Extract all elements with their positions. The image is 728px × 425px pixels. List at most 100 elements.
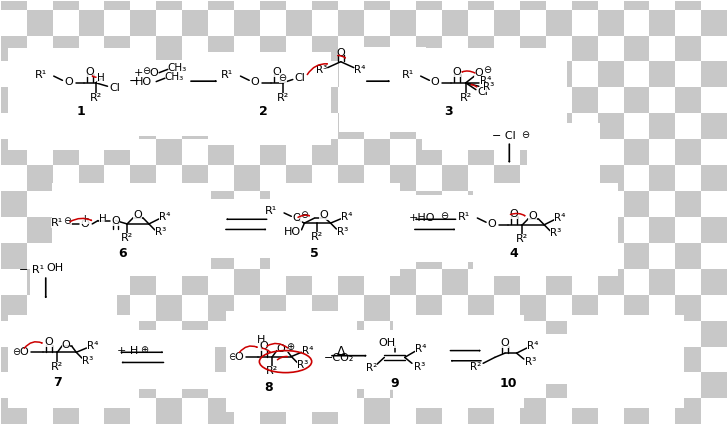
Bar: [571, 295, 598, 320]
Bar: [338, 10, 364, 36]
Text: Cl: Cl: [478, 87, 488, 97]
Bar: [52, 346, 79, 372]
Text: O: O: [336, 48, 345, 58]
Bar: [52, 88, 79, 113]
Text: O: O: [272, 67, 281, 77]
Bar: [105, 295, 130, 320]
Bar: [416, 191, 442, 217]
Text: O: O: [259, 341, 268, 351]
Text: ⊖: ⊖: [12, 347, 20, 357]
Text: O: O: [529, 211, 537, 221]
Bar: [8, 314, 139, 408]
Bar: [468, 191, 494, 217]
Bar: [79, 62, 105, 88]
Bar: [416, 36, 442, 62]
Text: O: O: [250, 77, 259, 87]
Bar: [260, 139, 286, 165]
Bar: [390, 10, 416, 36]
Bar: [1, 346, 27, 372]
Bar: [416, 295, 442, 320]
Text: R³: R³: [82, 356, 93, 366]
Text: R²: R²: [51, 362, 63, 372]
Bar: [623, 295, 649, 320]
Bar: [494, 269, 520, 295]
Bar: [234, 165, 260, 191]
Bar: [468, 0, 494, 10]
Bar: [105, 139, 130, 165]
Bar: [312, 346, 338, 372]
Bar: [79, 113, 105, 139]
Bar: [649, 10, 676, 36]
Bar: [27, 269, 52, 295]
Bar: [364, 295, 390, 320]
Bar: [442, 320, 468, 346]
Text: OH: OH: [379, 338, 396, 348]
Bar: [1, 243, 27, 269]
Bar: [649, 217, 676, 243]
Bar: [442, 269, 468, 295]
Bar: [286, 165, 312, 191]
Text: +HO: +HO: [409, 212, 435, 223]
Bar: [234, 217, 260, 243]
Text: 1: 1: [77, 105, 86, 118]
Bar: [623, 346, 649, 372]
Bar: [571, 398, 598, 424]
Text: O: O: [62, 340, 71, 350]
Text: R¹: R¹: [401, 70, 414, 80]
Bar: [182, 217, 208, 243]
Bar: [52, 36, 79, 62]
Bar: [157, 0, 182, 10]
Bar: [390, 320, 416, 346]
Bar: [676, 0, 701, 10]
Bar: [571, 0, 598, 10]
Bar: [468, 398, 494, 424]
Bar: [182, 113, 208, 139]
Bar: [27, 372, 52, 398]
Text: 4: 4: [510, 247, 518, 260]
Text: O: O: [81, 219, 90, 229]
Text: O: O: [44, 337, 53, 347]
Bar: [623, 0, 649, 10]
Bar: [623, 243, 649, 269]
Bar: [52, 183, 211, 277]
Text: 6: 6: [119, 247, 127, 260]
Text: O: O: [475, 68, 483, 78]
Bar: [130, 113, 157, 139]
Bar: [649, 113, 676, 139]
Text: 3: 3: [444, 105, 453, 118]
Bar: [494, 113, 520, 139]
Bar: [416, 398, 442, 424]
Bar: [598, 113, 623, 139]
Bar: [567, 314, 684, 408]
Bar: [364, 191, 390, 217]
Bar: [520, 346, 546, 372]
Bar: [286, 10, 312, 36]
Bar: [649, 165, 676, 191]
Text: R⁴: R⁴: [301, 346, 313, 356]
Bar: [157, 346, 182, 372]
Bar: [571, 191, 598, 217]
Bar: [473, 183, 618, 277]
Bar: [546, 10, 571, 36]
Text: R⁴: R⁴: [415, 344, 427, 354]
Bar: [182, 10, 208, 36]
Bar: [312, 243, 338, 269]
Text: Δ: Δ: [336, 345, 345, 358]
Bar: [571, 243, 598, 269]
Text: R²: R²: [459, 93, 472, 103]
Text: R⁴: R⁴: [527, 341, 538, 351]
Text: R²: R²: [470, 362, 481, 372]
Bar: [442, 10, 468, 36]
Bar: [130, 165, 157, 191]
Bar: [130, 372, 157, 398]
Bar: [649, 269, 676, 295]
Bar: [27, 62, 52, 88]
Bar: [208, 0, 234, 10]
Bar: [157, 243, 182, 269]
Bar: [494, 320, 520, 346]
Text: R⁴: R⁴: [341, 212, 352, 222]
Bar: [571, 88, 598, 113]
Bar: [52, 0, 79, 10]
Text: R³: R³: [483, 82, 494, 92]
Text: R³: R³: [336, 227, 348, 237]
